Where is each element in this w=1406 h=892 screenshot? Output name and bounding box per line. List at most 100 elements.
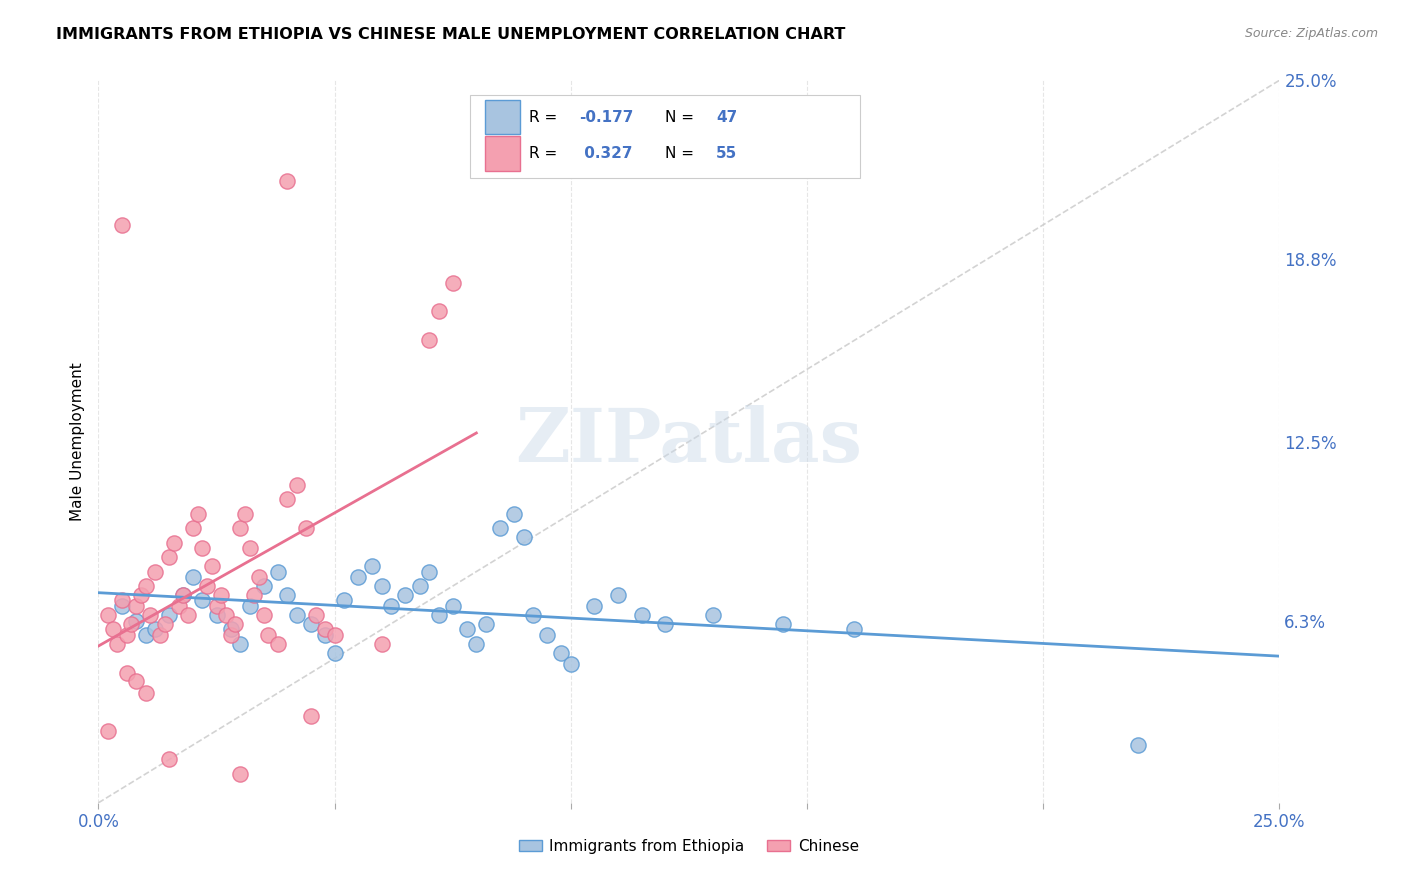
Point <box>427 304 450 318</box>
Point <box>299 709 322 723</box>
Point <box>418 334 440 348</box>
Point <box>139 607 162 622</box>
Point <box>101 623 124 637</box>
Point <box>276 174 298 188</box>
Point <box>844 623 866 637</box>
Point <box>115 628 138 642</box>
Point <box>536 628 558 642</box>
Point <box>456 623 478 637</box>
Point <box>111 593 134 607</box>
Point <box>163 535 186 549</box>
Point <box>361 558 384 573</box>
Point <box>157 550 180 565</box>
Point <box>607 588 630 602</box>
Point <box>427 607 450 622</box>
Point <box>583 599 606 614</box>
Point <box>167 599 190 614</box>
Point <box>229 767 252 781</box>
Point <box>135 686 157 700</box>
Point <box>772 616 794 631</box>
Point <box>522 607 544 622</box>
Text: ZIPatlas: ZIPatlas <box>516 405 862 478</box>
Point <box>314 623 336 637</box>
Point <box>441 276 464 290</box>
Point <box>205 607 228 622</box>
Point <box>323 646 346 660</box>
Point <box>441 599 464 614</box>
Point <box>305 607 328 622</box>
Point <box>333 593 356 607</box>
Text: N =: N = <box>665 145 699 161</box>
Point <box>323 628 346 642</box>
Point <box>181 570 204 584</box>
Point <box>276 492 298 507</box>
Text: R =: R = <box>530 110 562 125</box>
Point <box>550 646 572 660</box>
Point <box>105 637 128 651</box>
Point <box>111 599 134 614</box>
Point <box>219 628 242 642</box>
Point <box>512 530 534 544</box>
Point <box>1126 738 1149 752</box>
Point <box>285 478 308 492</box>
Text: R =: R = <box>530 145 562 161</box>
Point <box>135 628 157 642</box>
Point <box>191 541 214 556</box>
Point <box>257 628 280 642</box>
Point <box>489 521 512 535</box>
Point <box>219 623 242 637</box>
Point <box>630 607 652 622</box>
Point <box>253 579 276 593</box>
Point <box>149 628 172 642</box>
Point <box>233 507 256 521</box>
Point <box>314 628 336 642</box>
Point <box>224 616 246 631</box>
Legend: Immigrants from Ethiopia, Chinese: Immigrants from Ethiopia, Chinese <box>513 833 865 860</box>
Point <box>172 588 194 602</box>
Point <box>253 607 276 622</box>
Point <box>475 616 498 631</box>
Text: -0.177: -0.177 <box>579 110 634 125</box>
Point <box>115 665 138 680</box>
Point <box>503 507 526 521</box>
Point <box>276 588 298 602</box>
Point <box>239 541 262 556</box>
Point <box>465 637 488 651</box>
Point <box>408 579 430 593</box>
Point <box>209 588 232 602</box>
Y-axis label: Male Unemployment: Male Unemployment <box>69 362 84 521</box>
Point <box>654 616 676 631</box>
Point <box>97 607 120 622</box>
Point <box>191 593 214 607</box>
Point <box>125 614 148 628</box>
Point <box>243 588 266 602</box>
Point <box>125 599 148 614</box>
Point <box>153 616 176 631</box>
Point <box>143 623 166 637</box>
Point <box>97 723 120 738</box>
Point <box>702 607 724 622</box>
FancyBboxPatch shape <box>485 100 520 135</box>
Point <box>121 616 143 631</box>
Point <box>347 570 370 584</box>
Point <box>172 588 194 602</box>
Point <box>135 579 157 593</box>
Text: N =: N = <box>665 110 699 125</box>
Point <box>295 521 318 535</box>
Point <box>371 637 394 651</box>
Text: 47: 47 <box>716 110 737 125</box>
Point <box>129 588 152 602</box>
Point <box>560 657 582 671</box>
Text: 55: 55 <box>716 145 737 161</box>
Point <box>229 637 252 651</box>
Point <box>177 607 200 622</box>
Point <box>418 565 440 579</box>
FancyBboxPatch shape <box>471 95 860 178</box>
Point <box>229 521 252 535</box>
Point <box>111 218 134 232</box>
Text: 0.327: 0.327 <box>579 145 633 161</box>
Point <box>285 607 308 622</box>
Point <box>394 588 416 602</box>
Point <box>187 507 209 521</box>
Point <box>267 565 290 579</box>
